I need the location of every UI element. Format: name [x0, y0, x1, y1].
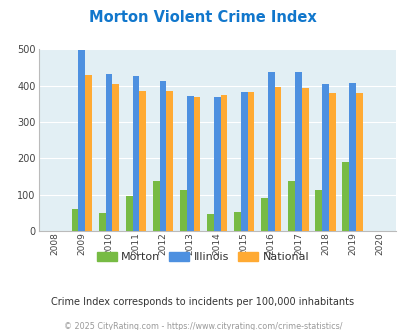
Bar: [193, 97, 200, 231]
Text: Morton Violent Crime Index: Morton Violent Crime Index: [89, 10, 316, 25]
Bar: [274, 87, 281, 231]
Bar: [234, 212, 240, 231]
Bar: [72, 209, 78, 231]
Bar: [247, 92, 254, 231]
Legend: Morton, Illinois, National: Morton, Illinois, National: [92, 248, 313, 267]
Bar: [321, 84, 328, 231]
Bar: [112, 84, 119, 231]
Bar: [341, 162, 348, 231]
Bar: [98, 213, 105, 231]
Bar: [328, 93, 335, 231]
Bar: [126, 196, 132, 231]
Bar: [207, 214, 213, 231]
Bar: [240, 92, 247, 231]
Bar: [348, 83, 355, 231]
Bar: [220, 94, 227, 231]
Bar: [159, 81, 166, 231]
Text: Crime Index corresponds to incidents per 100,000 inhabitants: Crime Index corresponds to incidents per…: [51, 297, 354, 307]
Bar: [85, 75, 92, 231]
Bar: [139, 90, 146, 231]
Bar: [260, 198, 267, 231]
Bar: [132, 76, 139, 231]
Bar: [166, 90, 173, 231]
Bar: [186, 96, 193, 231]
Bar: [105, 74, 112, 231]
Bar: [213, 97, 220, 231]
Bar: [301, 88, 308, 231]
Bar: [315, 190, 321, 231]
Bar: [179, 190, 186, 231]
Bar: [267, 72, 274, 231]
Bar: [294, 72, 301, 231]
Bar: [78, 50, 85, 231]
Bar: [153, 181, 159, 231]
Bar: [288, 181, 294, 231]
Bar: [355, 93, 362, 231]
Text: © 2025 CityRating.com - https://www.cityrating.com/crime-statistics/: © 2025 CityRating.com - https://www.city…: [64, 322, 341, 330]
